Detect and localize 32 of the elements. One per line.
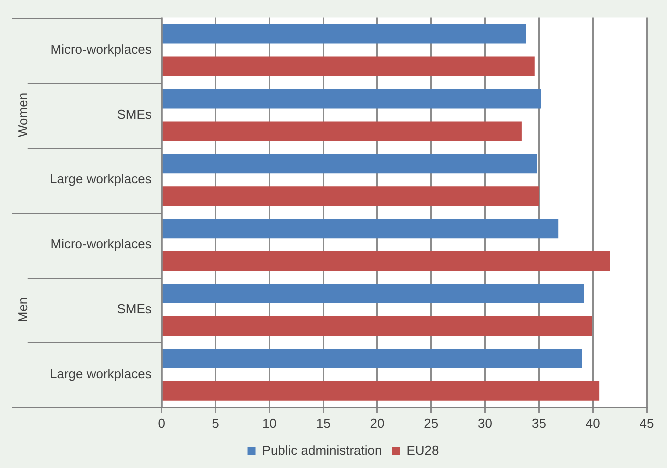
x-tick-label: 35: [532, 416, 546, 431]
legend-label: EU28: [406, 443, 440, 458]
bar: [162, 284, 584, 304]
bar: [162, 316, 592, 336]
x-tick-label: 15: [316, 416, 331, 431]
x-tick-label: 40: [586, 416, 600, 431]
x-tick-label: 10: [262, 416, 277, 431]
y-tick-label: SMEs: [117, 302, 152, 317]
bar: [162, 186, 540, 206]
x-tick-label: 45: [640, 416, 654, 431]
bar: [162, 252, 610, 272]
x-tick-label: 30: [478, 416, 493, 431]
bar: [162, 89, 542, 109]
y-tick-label: Micro-workplaces: [50, 42, 152, 57]
x-tick-label: 5: [212, 416, 220, 431]
bar: [162, 381, 600, 401]
bar: [162, 348, 582, 368]
x-tick-label: 25: [424, 416, 439, 431]
y-tick-label: SMEs: [117, 106, 152, 122]
x-tick-label: 0: [158, 416, 166, 431]
bar: [162, 122, 522, 142]
text: Men: [16, 297, 31, 323]
x-tick-label: 20: [370, 416, 385, 431]
y-tick-label: Large workplaces: [50, 366, 152, 382]
bar: [162, 154, 538, 174]
y-tick-label: Micro-workplaces: [50, 236, 152, 252]
bar: [162, 219, 559, 239]
y-tick-label: Large workplaces: [50, 172, 152, 187]
legend-label: Public administration: [262, 443, 382, 458]
bar: [162, 56, 535, 76]
bar: [162, 24, 526, 44]
text: Women: [16, 92, 31, 138]
